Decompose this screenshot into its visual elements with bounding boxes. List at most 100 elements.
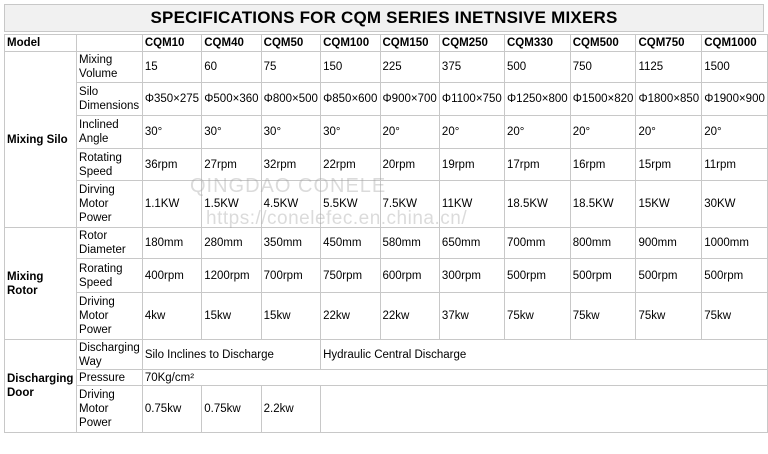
empty-cell (320, 385, 768, 433)
table-cell: 900mm (635, 227, 703, 259)
table-cell: 650mm (438, 227, 506, 259)
model-header: CQM150 (379, 34, 440, 52)
table-cell: 300rpm (438, 258, 506, 293)
table-cell: 15KW (635, 180, 703, 228)
table-cell: 60 (201, 51, 262, 83)
group-mixing-rotor: Mixing Rotor (3, 227, 78, 340)
table-cell: 20° (379, 115, 440, 149)
table-row: Pressure 70Kg/cm² (5, 369, 768, 386)
table-row: Silo Dimensions Φ350×275 Φ500×360 Φ800×5… (5, 82, 768, 116)
table-cell: Φ850×600 (320, 82, 381, 116)
table-cell: 17rpm (504, 148, 571, 181)
table-cell: 4kw (141, 292, 203, 340)
group-discharging-door: Discharging Door (3, 339, 78, 433)
table-cell: 0.75kw (201, 385, 262, 433)
table-cell: 500 (504, 51, 571, 83)
table-row: Dirving Motor Power 1.1KW 1.5KW 4.5KW 5.… (5, 180, 768, 228)
table-cell: 750rpm (320, 258, 381, 293)
table-cell: 32rpm (260, 148, 322, 181)
row-label: Driving Motor Power (76, 385, 143, 433)
table-cell: 20° (504, 115, 571, 149)
discharging-way-left: Silo Inclines to Discharge (141, 339, 322, 370)
row-label: Driving Motor Power (76, 292, 143, 340)
row-label: Rorating Speed (76, 258, 143, 293)
table-cell: 5.5KW (320, 180, 381, 228)
table-cell: Φ1500×820 (569, 82, 637, 116)
model-header: CQM250 (438, 34, 506, 52)
table-cell: 30° (320, 115, 381, 149)
row-label: Silo Dimensions (76, 82, 143, 116)
table-row: Discharging Door Discharging Way Silo In… (3, 339, 768, 433)
table-cell: 30° (201, 115, 262, 149)
table-row: Inclined Angle 30° 30° 30° 30° 20° 20° 2… (5, 115, 768, 149)
table-cell: 800mm (569, 227, 637, 259)
table-cell: 19rpm (438, 148, 506, 181)
table-cell: 1500 (701, 51, 768, 83)
table-cell: 75 (260, 51, 322, 83)
table-cell: 20rpm (379, 148, 440, 181)
table-row: Driving Motor Power 4kw 15kw 15kw 22kw 2… (5, 292, 768, 340)
table-cell: 1200rpm (201, 258, 262, 293)
table-cell: 150 (320, 51, 381, 83)
table-cell: 18.5KW (504, 180, 571, 228)
table-cell: 75kw (569, 292, 637, 340)
model-header: CQM50 (260, 34, 322, 52)
table-cell: 375 (438, 51, 506, 83)
table-cell: 750 (569, 51, 637, 83)
model-header-label: Model (3, 34, 78, 52)
table-cell: 15kw (260, 292, 322, 340)
table-cell: 700mm (504, 227, 571, 259)
table-cell: 15kw (201, 292, 262, 340)
table-cell: Φ1900×900 (701, 82, 768, 116)
table-cell: 350mm (260, 227, 322, 259)
table-row: Rorating Speed 400rpm 1200rpm 700rpm 750… (5, 258, 768, 293)
table-cell: 75kw (504, 292, 571, 340)
table-cell: 16rpm (569, 148, 637, 181)
table-cell: 15 (141, 51, 203, 83)
table-cell: 1000mm (701, 227, 768, 259)
group-mixing-silo: Mixing Silo (3, 51, 78, 228)
table-cell: 180mm (141, 227, 203, 259)
table-cell: 75kw (635, 292, 703, 340)
pressure-value: 70Kg/cm² (141, 369, 768, 386)
table-cell: 225 (379, 51, 440, 83)
table-cell: Φ900×700 (379, 82, 440, 116)
table-cell: 1.1KW (141, 180, 203, 228)
table-cell: 500rpm (635, 258, 703, 293)
model-header: CQM750 (635, 34, 703, 52)
table-row: Mixing Silo Mixing Volume 15 60 75 150 2… (3, 51, 768, 228)
table-cell: 30° (141, 115, 203, 149)
model-header: CQM500 (569, 34, 637, 52)
specifications-table: Model CQM10 CQM40 CQM50 CQM100 CQM150 CQ… (3, 34, 768, 433)
table-cell: 22kw (320, 292, 381, 340)
row-label: Rotor Diameter (76, 227, 143, 259)
table-cell: Φ1250×800 (504, 82, 571, 116)
table-cell: 4.5KW (260, 180, 322, 228)
row-label: Discharging Way (76, 339, 143, 370)
table-cell: Φ500×360 (201, 82, 262, 116)
table-cell: 700rpm (260, 258, 322, 293)
row-label: Mixing Volume (76, 51, 143, 83)
table-cell: 1125 (635, 51, 703, 83)
table-cell: Φ1100×750 (438, 82, 506, 116)
table-cell: Φ1800×850 (635, 82, 703, 116)
table-cell: 400rpm (141, 258, 203, 293)
row-label: Dirving Motor Power (76, 180, 143, 228)
table-cell: Φ350×275 (141, 82, 203, 116)
table-cell: 20° (438, 115, 506, 149)
table-cell: 37kw (438, 292, 506, 340)
table-title: SPECIFICATIONS FOR CQM SERIES INETNSIVE … (4, 4, 764, 32)
table-cell: 280mm (201, 227, 262, 259)
table-row: Driving Motor Power 0.75kw 0.75kw 2.2kw (5, 385, 768, 433)
table-cell: 11rpm (701, 148, 768, 181)
table-cell: 75kw (701, 292, 768, 340)
table-row: Rotating Speed 36rpm 27rpm 32rpm 22rpm 2… (5, 148, 768, 181)
model-header-row: Model CQM10 CQM40 CQM50 CQM100 CQM150 CQ… (3, 34, 768, 52)
table-cell: 500rpm (569, 258, 637, 293)
row-label: Rotating Speed (76, 148, 143, 181)
table-cell: 30° (260, 115, 322, 149)
table-cell: 18.5KW (569, 180, 637, 228)
model-header: CQM10 (141, 34, 203, 52)
table-cell: 450mm (320, 227, 381, 259)
table-cell: 15rpm (635, 148, 703, 181)
